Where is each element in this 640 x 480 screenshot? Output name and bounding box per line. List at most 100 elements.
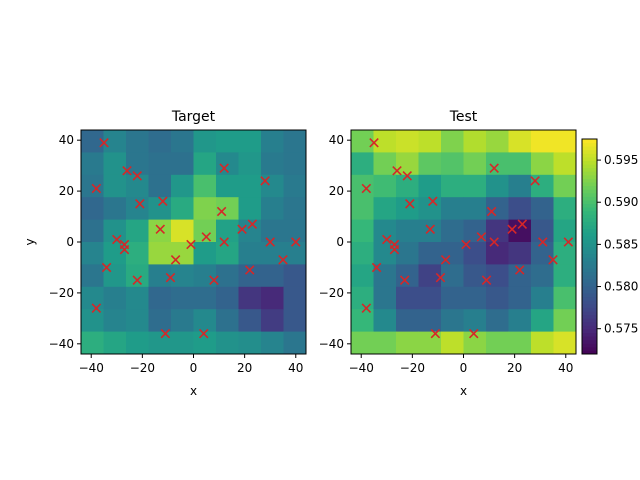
test-sample-point	[514, 265, 525, 275]
test-cell	[553, 130, 577, 153]
test-cell	[418, 152, 442, 176]
test-cell	[508, 286, 532, 310]
target-cell	[193, 219, 217, 243]
target-panel: Target −40 −20 0 20 40 −40 −20 0 20 40 x y	[23, 109, 307, 398]
colorbar-strip	[582, 239, 597, 244]
test-cell	[396, 331, 419, 355]
target-cell	[238, 174, 262, 198]
colorbar-strip	[582, 160, 597, 165]
target-sample-point	[91, 183, 102, 194]
test-cell	[553, 219, 577, 243]
test-cell	[463, 130, 487, 153]
test-cell	[531, 264, 554, 288]
test-sample-point	[537, 237, 548, 247]
target-cell	[238, 197, 262, 220]
test-sample-point	[361, 183, 372, 194]
test-cell	[553, 174, 577, 198]
target-cell	[126, 286, 149, 310]
colorbar-strip	[582, 300, 597, 305]
target-cell	[171, 219, 194, 243]
test-sample-point	[563, 237, 574, 247]
target-cell	[81, 331, 104, 355]
test-cell	[486, 130, 509, 153]
colorbar-strip	[582, 139, 597, 144]
colorbar-tick-label: 0.575	[604, 322, 638, 336]
test-cell	[463, 264, 487, 288]
test-sample-point	[382, 234, 392, 245]
colorbar-strip	[582, 149, 597, 154]
test-cell	[463, 174, 487, 198]
test-sample-point	[481, 275, 492, 285]
colorbar-strip	[582, 314, 597, 319]
test-cell	[396, 174, 419, 198]
target-x-tick-label: −40	[79, 361, 104, 375]
colorbar-strip	[582, 192, 597, 197]
target-cell	[238, 242, 262, 265]
test-cell	[373, 197, 397, 220]
target-cell	[261, 286, 284, 310]
colorbar-strip	[582, 332, 597, 337]
test-cell	[418, 331, 442, 355]
colorbar-strip	[582, 196, 597, 201]
test-sample-point	[440, 255, 451, 265]
target-x-tick-label: −20	[130, 361, 155, 375]
test-cell	[373, 286, 397, 310]
target-sample-point	[170, 255, 181, 265]
colorbar-strip	[582, 282, 597, 287]
target-sample-point	[186, 239, 196, 250]
colorbar-strip	[582, 164, 597, 169]
test-cell	[396, 197, 419, 220]
test-sample-point	[486, 206, 497, 217]
target-cell	[216, 130, 239, 153]
target-sample-point	[219, 163, 229, 173]
target-cell	[193, 309, 217, 332]
target-sample-point	[119, 244, 130, 255]
target-x-label: x	[190, 384, 197, 398]
target-cell	[283, 242, 307, 265]
target-sample-point	[155, 224, 166, 235]
target-cell	[193, 197, 217, 220]
target-cell	[126, 197, 149, 220]
test-sample-point	[369, 137, 379, 148]
test-cell	[553, 152, 577, 176]
target-sample-point	[219, 237, 229, 247]
colorbar-strip	[582, 336, 597, 341]
target-sample-point	[265, 237, 275, 247]
colorbar-strip	[582, 235, 597, 240]
test-sample-point	[489, 237, 499, 247]
test-cell	[396, 130, 419, 153]
colorbar-strip	[582, 289, 597, 294]
test-cell	[508, 152, 532, 176]
test-sample-point	[461, 239, 471, 250]
target-cell	[126, 331, 149, 355]
target-cell	[283, 309, 307, 332]
colorbar-strip	[582, 346, 597, 351]
target-cell	[126, 264, 149, 288]
test-x-ticks: −40 −20 0 20 40	[349, 354, 573, 375]
test-sample-point	[489, 163, 499, 173]
test-cell	[508, 130, 532, 153]
test-cell	[351, 174, 374, 198]
test-cell	[508, 309, 532, 332]
test-sample-point	[468, 328, 479, 339]
colorbar-strip	[582, 217, 597, 222]
target-cell	[126, 309, 149, 332]
test-cell	[351, 152, 374, 176]
test-cell	[373, 152, 397, 176]
test-cell	[531, 286, 554, 310]
target-sample-point	[209, 275, 219, 285]
colorbar-strip	[582, 307, 597, 312]
test-cell	[441, 286, 464, 310]
target-cell	[261, 264, 284, 288]
colorbar-strip	[582, 271, 597, 276]
target-cell	[193, 286, 217, 310]
test-cell	[531, 331, 554, 355]
test-cell	[396, 264, 419, 288]
target-sample-point	[91, 303, 102, 313]
target-cell	[126, 130, 149, 153]
colorbar-strip	[582, 167, 597, 172]
target-y-tick-label: 40	[59, 133, 74, 147]
colorbar-strip	[582, 285, 597, 290]
target-cell	[148, 264, 172, 288]
